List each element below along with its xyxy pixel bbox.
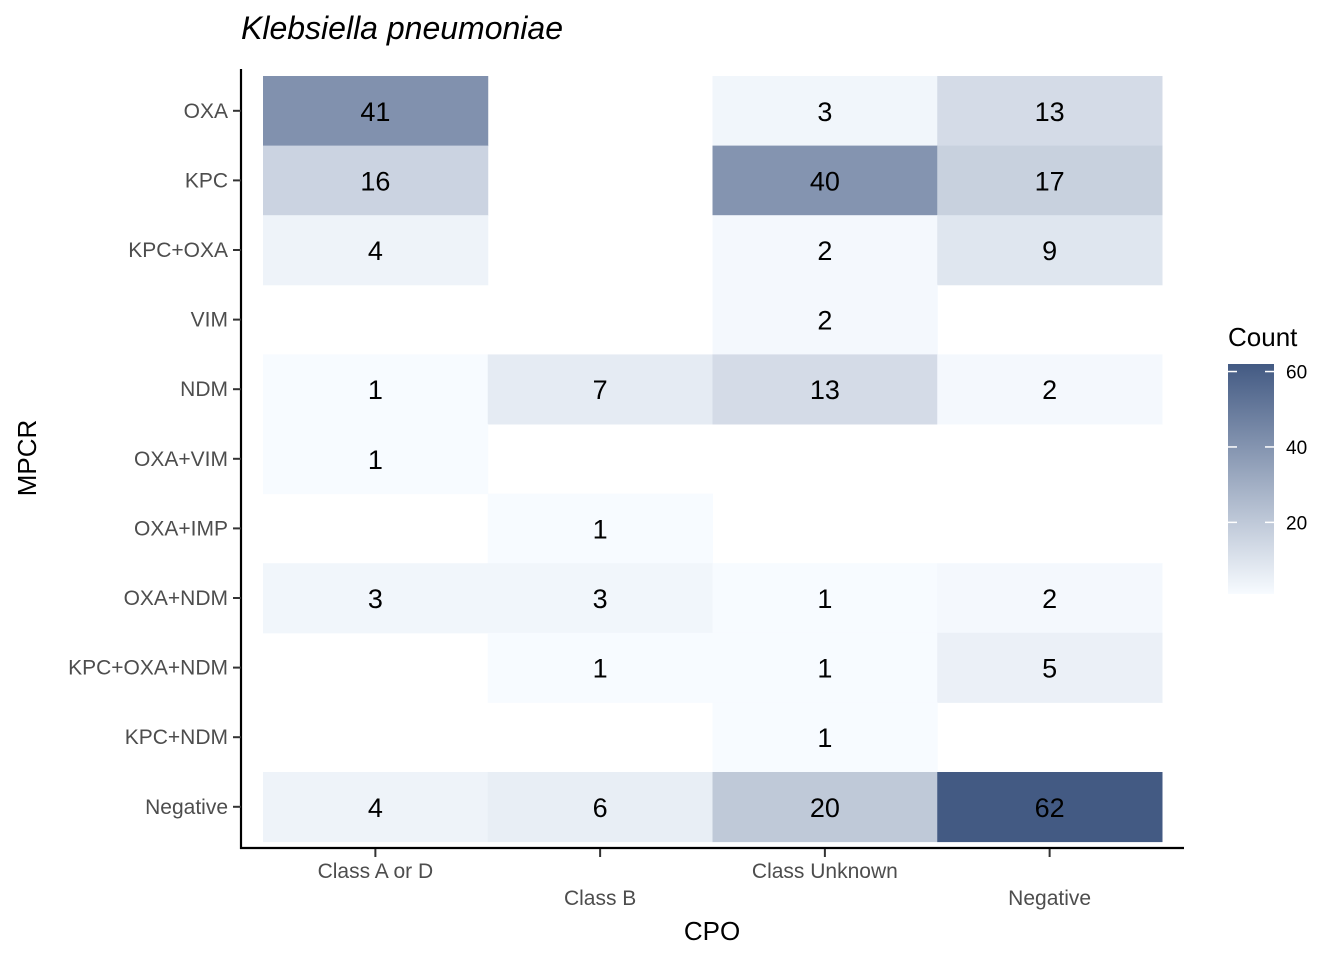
heatmap-cell	[263, 215, 489, 286]
heatmap-cell	[712, 563, 938, 634]
legend-ticks: 20 40 60	[1228, 363, 1307, 534]
y-tick-label: KPC+NDM	[125, 726, 228, 749]
heatmap-cell	[937, 215, 1163, 286]
cell-value-label: 1	[593, 514, 608, 544]
heatmap-cell	[487, 772, 713, 843]
cell-value-label: 2	[817, 236, 832, 266]
cell-value-label: 7	[593, 375, 608, 405]
cell-value-label: 2	[1042, 584, 1057, 614]
y-tick-label: KPC+OXA	[128, 239, 228, 262]
cell-value-label: 20	[810, 793, 840, 823]
heatmap-cell	[937, 772, 1163, 843]
cell-value-label: 3	[368, 584, 383, 614]
x-tick-label: Class A or D	[318, 860, 434, 883]
heatmap-cell	[263, 76, 489, 147]
y-tick-label: NDM	[180, 378, 228, 401]
heatmap-cell	[712, 215, 938, 286]
legend-tick-label: 20	[1286, 513, 1307, 534]
cell-value-label: 17	[1035, 166, 1065, 196]
y-tick-label: OXA+VIM	[134, 448, 228, 471]
heatmap-cell	[263, 424, 489, 495]
color-legend: Count 20 40 60	[1228, 322, 1307, 594]
heatmap-cell	[487, 632, 713, 703]
cell-value-label: 16	[360, 166, 390, 196]
heatmap-cell	[712, 145, 938, 216]
y-tick-label: OXA+IMP	[134, 517, 228, 540]
y-tick-label: KPC	[185, 169, 228, 192]
y-tick-label: VIM	[191, 309, 228, 332]
cell-value-label: 3	[817, 97, 832, 127]
y-tick-label: KPC+OXA+NDM	[68, 657, 228, 680]
y-tick-label: OXA	[184, 100, 228, 123]
heatmap-cell	[263, 145, 489, 216]
heatmap-cell	[937, 145, 1163, 216]
cell-value-label: 40	[810, 166, 840, 196]
heatmap-cell	[937, 354, 1163, 425]
cell-value-label: 1	[817, 584, 832, 614]
y-tick-label: Negative	[145, 796, 228, 819]
heatmap-cell	[487, 563, 713, 634]
heatmap-cell	[712, 702, 938, 773]
y-axis-ticks: OXA KPC KPC+OXA VIM NDM OXA+VIM OXA+IMP OXA+NDM…	[68, 100, 241, 819]
x-tick-label: Negative	[1008, 887, 1091, 910]
y-tick-label: OXA+NDM	[124, 587, 228, 610]
x-tick-label: Class Unknown	[752, 860, 898, 883]
heatmap-cell	[712, 284, 938, 355]
x-axis-ticks: Class A or D Class B Class Unknown Negative	[318, 849, 1091, 910]
legend-tick-label: 40	[1286, 438, 1307, 459]
cell-value-label: 3	[593, 584, 608, 614]
cell-value-label: 2	[1042, 375, 1057, 405]
cell-value-label: 1	[817, 723, 832, 753]
cell-value-label: 2	[817, 306, 832, 336]
heatmap-cell	[937, 632, 1163, 703]
legend-title: Count	[1228, 322, 1298, 352]
legend-tick-label: 60	[1286, 363, 1307, 384]
cell-value-label: 1	[593, 654, 608, 684]
heatmap-cell	[712, 354, 938, 425]
x-axis-title: CPO	[684, 916, 740, 946]
heatmap-cell	[712, 772, 938, 843]
heatmap-cell	[487, 354, 713, 425]
heatmap-cell	[263, 354, 489, 425]
heatmap-cell	[487, 493, 713, 564]
legend-colorbar	[1228, 364, 1274, 594]
cell-value-label: 62	[1035, 793, 1065, 823]
cell-value-label: 13	[1035, 97, 1065, 127]
heatmap-cell	[263, 563, 489, 634]
cell-value-label: 1	[817, 654, 832, 684]
cell-value-label: 5	[1042, 654, 1057, 684]
heatmap-cell	[712, 76, 938, 147]
heatmap-cells	[263, 76, 1163, 843]
cell-value-label: 9	[1042, 236, 1057, 266]
heatmap-cell	[263, 772, 489, 843]
cell-value-label: 13	[810, 375, 840, 405]
cell-value-label: 4	[368, 236, 383, 266]
cell-value-label: 41	[360, 97, 390, 127]
y-axis-title: MPCR	[12, 420, 42, 497]
heatmap-cell	[712, 632, 938, 703]
cell-value-label: 4	[368, 793, 383, 823]
heatmap-cell	[937, 563, 1163, 634]
chart-title: Klebsiella pneumoniae	[241, 10, 563, 46]
cell-value-label: 6	[593, 793, 608, 823]
cell-value-label: 1	[368, 375, 383, 405]
heatmap-cell	[937, 76, 1163, 147]
x-tick-label: Class B	[564, 887, 636, 910]
cell-value-label: 1	[368, 445, 383, 475]
